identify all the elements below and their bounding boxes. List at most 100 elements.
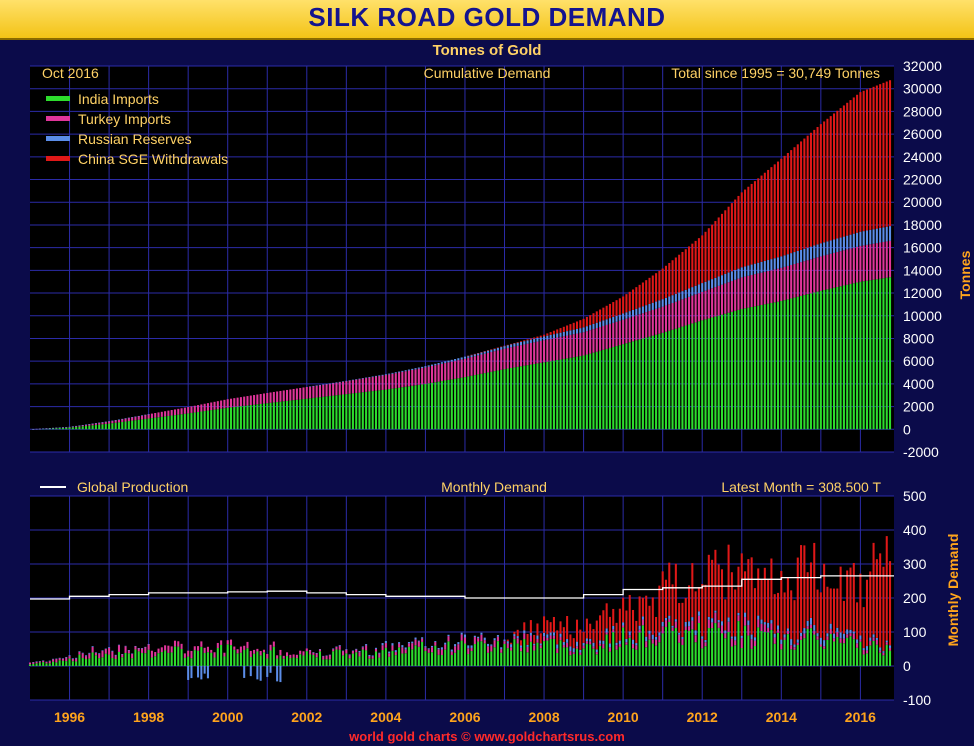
cumulative-bar-segment xyxy=(496,370,499,430)
cumulative-bar-segment xyxy=(348,393,351,430)
cumulative-bar-segment xyxy=(94,423,97,424)
cumulative-bar-segment xyxy=(246,405,249,430)
cumulative-bar-segment xyxy=(173,415,177,430)
monthly-bar-segment xyxy=(638,625,641,630)
cumulative-bar-segment xyxy=(599,350,602,430)
monthly-bar-segment xyxy=(842,633,845,639)
monthly-bar-segment xyxy=(714,549,717,611)
monthly-bar-segment xyxy=(552,635,555,639)
monthly-bar-segment xyxy=(71,658,74,659)
top-y-tick-label: 30000 xyxy=(903,81,942,97)
monthly-bar-segment xyxy=(796,642,799,646)
cumulative-bar-segment xyxy=(460,377,463,430)
cumulative-bar-segment xyxy=(651,309,654,336)
monthly-bar-segment xyxy=(615,645,618,650)
monthly-bar-segment xyxy=(108,654,111,666)
monthly-bar-segment xyxy=(536,635,539,639)
monthly-bar-segment xyxy=(358,650,361,653)
monthly-bar-segment xyxy=(450,651,453,655)
cumulative-bar-segment xyxy=(417,368,420,385)
monthly-bar-segment xyxy=(691,617,694,621)
monthly-bar-segment xyxy=(510,642,513,645)
monthly-bar-segment xyxy=(875,637,878,640)
monthly-bar-segment xyxy=(170,646,173,653)
monthly-bar-segment xyxy=(269,650,272,666)
monthly-bar-segment xyxy=(88,658,91,666)
cumulative-bar-segment xyxy=(503,369,506,430)
cumulative-bar-segment xyxy=(809,293,812,430)
monthly-bar-segment xyxy=(579,649,582,653)
cumulative-bar-segment xyxy=(585,331,588,355)
monthly-bar-segment xyxy=(190,650,193,659)
monthly-bar-segment xyxy=(279,649,282,656)
monthly-bar-segment xyxy=(589,638,592,642)
cumulative-bar-segment xyxy=(773,302,776,430)
cumulative-bar-segment xyxy=(101,424,104,430)
cumulative-bar-segment xyxy=(549,361,552,430)
cumulative-bar-segment xyxy=(164,416,167,430)
cumulative-bar-segment xyxy=(615,315,618,322)
monthly-bar-segment xyxy=(516,643,519,666)
monthly-bar-segment xyxy=(711,559,714,619)
monthly-bar-segment xyxy=(328,654,331,656)
monthly-bar-segment xyxy=(859,573,862,636)
monthly-bar-segment xyxy=(803,633,806,639)
monthly-bar-segment xyxy=(711,622,714,629)
monthly-bar-segment xyxy=(770,558,773,621)
monthly-bar-segment xyxy=(757,568,760,616)
cumulative-bar-segment xyxy=(592,352,595,430)
monthly-bar-segment xyxy=(325,655,328,660)
monthly-bar-segment xyxy=(559,633,562,637)
monthly-bar-segment xyxy=(648,630,651,634)
cumulative-bar-segment xyxy=(602,325,605,350)
monthly-bar-segment xyxy=(101,650,104,651)
cumulative-bar-segment xyxy=(266,403,269,430)
monthly-bar-segment xyxy=(622,597,625,623)
monthly-bar-segment xyxy=(243,645,246,650)
monthly-bar-segment xyxy=(213,657,216,666)
monthly-bar-segment xyxy=(697,611,700,616)
cumulative-bar-segment xyxy=(592,329,595,353)
cumulative-bar-segment xyxy=(773,258,776,270)
monthly-bar-segment xyxy=(322,659,325,666)
monthly-bar-segment xyxy=(351,650,354,651)
cumulative-bar-segment xyxy=(322,384,325,397)
legend-swatch xyxy=(46,156,70,161)
cumulative-bar-segment xyxy=(552,338,555,361)
monthly-bar-segment xyxy=(371,658,374,666)
monthly-bar-segment xyxy=(575,646,579,649)
cumulative-bar-segment xyxy=(381,389,384,430)
monthly-bar-segment xyxy=(513,631,516,635)
monthly-bar-segment xyxy=(480,641,483,666)
cumulative-bar-segment xyxy=(114,420,117,423)
monthly-bar-segment xyxy=(500,649,503,653)
monthly-bar-segment xyxy=(595,652,598,655)
legend-swatch xyxy=(46,116,70,121)
cumulative-bar-segment xyxy=(279,401,282,430)
monthly-bar-segment xyxy=(147,644,150,645)
cumulative-bar-segment xyxy=(724,283,727,314)
monthly-bar-segment xyxy=(566,616,569,640)
monthly-bar-segment xyxy=(42,660,45,661)
monthly-bar-segment xyxy=(513,636,516,640)
cumulative-bar-segment xyxy=(664,305,667,332)
cumulative-bar-segment xyxy=(183,413,186,430)
monthly-bar-segment xyxy=(823,563,826,641)
monthly-bar-segment xyxy=(173,640,177,647)
cumulative-bar-segment xyxy=(823,255,826,291)
monthly-bar-segment xyxy=(259,666,262,681)
monthly-bar-segment xyxy=(889,561,892,646)
monthly-bar-segment xyxy=(701,584,704,637)
cumulative-bar-segment xyxy=(328,395,331,430)
monthly-bar-segment xyxy=(786,634,789,666)
cumulative-bar-segment xyxy=(463,358,466,378)
monthly-bar-segment xyxy=(645,641,648,648)
monthly-bar-segment xyxy=(800,545,803,633)
cumulative-bar-segment xyxy=(447,362,450,380)
cumulative-bar-segment xyxy=(671,260,674,296)
monthly-bar-segment xyxy=(239,646,242,653)
cumulative-bar-segment xyxy=(800,141,803,250)
monthly-bar-segment xyxy=(98,658,101,666)
monthly-bar-segment xyxy=(312,654,315,666)
cumulative-bar-segment xyxy=(641,306,644,314)
